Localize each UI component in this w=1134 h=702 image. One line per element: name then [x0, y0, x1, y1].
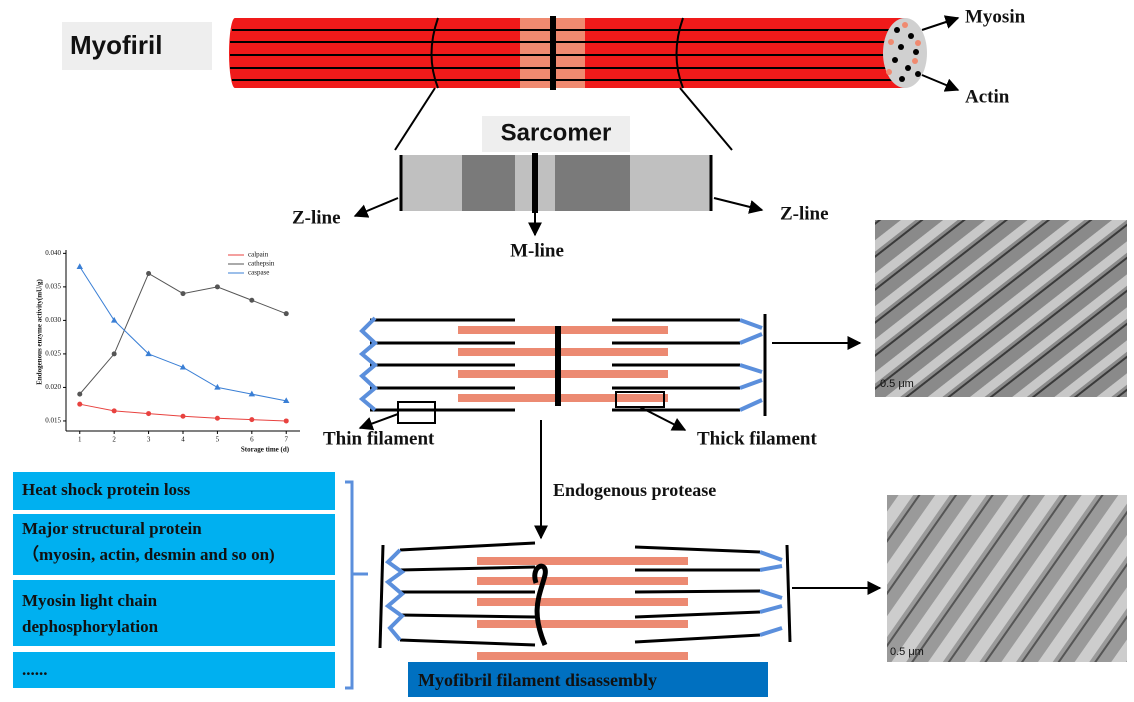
z-line-label: Z-line [292, 207, 341, 228]
myosin-label: Myosin [965, 6, 1026, 27]
disassembled-filaments [380, 543, 790, 660]
micrograph [887, 495, 1127, 662]
scale-label: 0.5 μm [890, 646, 924, 658]
factor: Major structural protein [22, 519, 202, 538]
actin-label: Actin [965, 86, 1010, 107]
marker [146, 271, 151, 276]
legend-label: calpain [248, 251, 269, 259]
x-tick-label: 7 [284, 436, 288, 444]
enzyme-chart: Endogenous enzyme activity(mU/g) Storage… [36, 249, 300, 454]
marker [77, 263, 83, 269]
y-tick-label: 0.030 [45, 316, 61, 324]
marker [77, 392, 82, 397]
sarcomere-label: Sarcomer [501, 119, 612, 146]
myofibril [229, 16, 927, 90]
marker [284, 311, 289, 316]
y-axis-label: Endogenous enzyme activity(mU/g) [36, 278, 44, 384]
marker [249, 417, 254, 422]
page: Myofiril Myosin Actin Sarcomer Z-line Z-… [0, 0, 1134, 702]
marker [112, 408, 117, 413]
myofibril-label: Myofiril [70, 30, 162, 60]
legend-label: cathepsin [248, 260, 275, 268]
x-tick-label: 5 [216, 436, 220, 444]
marker [181, 291, 186, 296]
marker [249, 298, 254, 303]
m-line-label: M-line [510, 240, 564, 261]
marker [284, 418, 289, 423]
y-tick-label: 0.025 [45, 350, 61, 358]
arrows [360, 343, 880, 588]
x-tick-label: 2 [112, 436, 116, 444]
x-tick-label: 1 [78, 436, 82, 444]
marker [112, 351, 117, 356]
factor: （myosin, actin, desmin and so on) [22, 544, 275, 564]
marker [215, 284, 220, 289]
factor: dephosphorylation [22, 617, 159, 636]
protease-label: Endogenous protease [553, 480, 716, 500]
y-tick-label: 0.035 [45, 282, 61, 290]
factor: Myosin light chain [22, 591, 158, 610]
marker [215, 416, 220, 421]
marker [214, 384, 220, 390]
x-axis-label: Storage time (d) [241, 446, 290, 454]
result-label: Myofibril filament disassembly [418, 670, 657, 690]
z-line-label: Z-line [780, 203, 829, 224]
legend-label: caspase [248, 269, 269, 277]
factor: ...... [22, 660, 48, 679]
factor: Heat shock protein loss [22, 480, 191, 499]
scale-label: 0.5 μm [880, 378, 914, 390]
y-tick-label: 0.020 [45, 383, 61, 391]
x-tick-label: 4 [181, 436, 185, 444]
factor-list [13, 472, 368, 688]
marker [181, 414, 186, 419]
y-tick-label: 0.040 [45, 249, 61, 257]
marker [77, 402, 82, 407]
filament-diagram [362, 314, 765, 423]
series-line [80, 267, 286, 401]
micrograph [875, 220, 1127, 397]
sarcomere [400, 153, 712, 213]
x-tick-label: 3 [147, 436, 151, 444]
figure: Myofiril Myosin Actin Sarcomer Z-line Z-… [0, 0, 1134, 697]
thin-filament-label: Thin filament [323, 428, 435, 449]
marker [146, 411, 151, 416]
y-tick-label: 0.015 [45, 417, 61, 425]
x-tick-label: 6 [250, 436, 254, 444]
thick-filament-label: Thick filament [697, 428, 817, 449]
